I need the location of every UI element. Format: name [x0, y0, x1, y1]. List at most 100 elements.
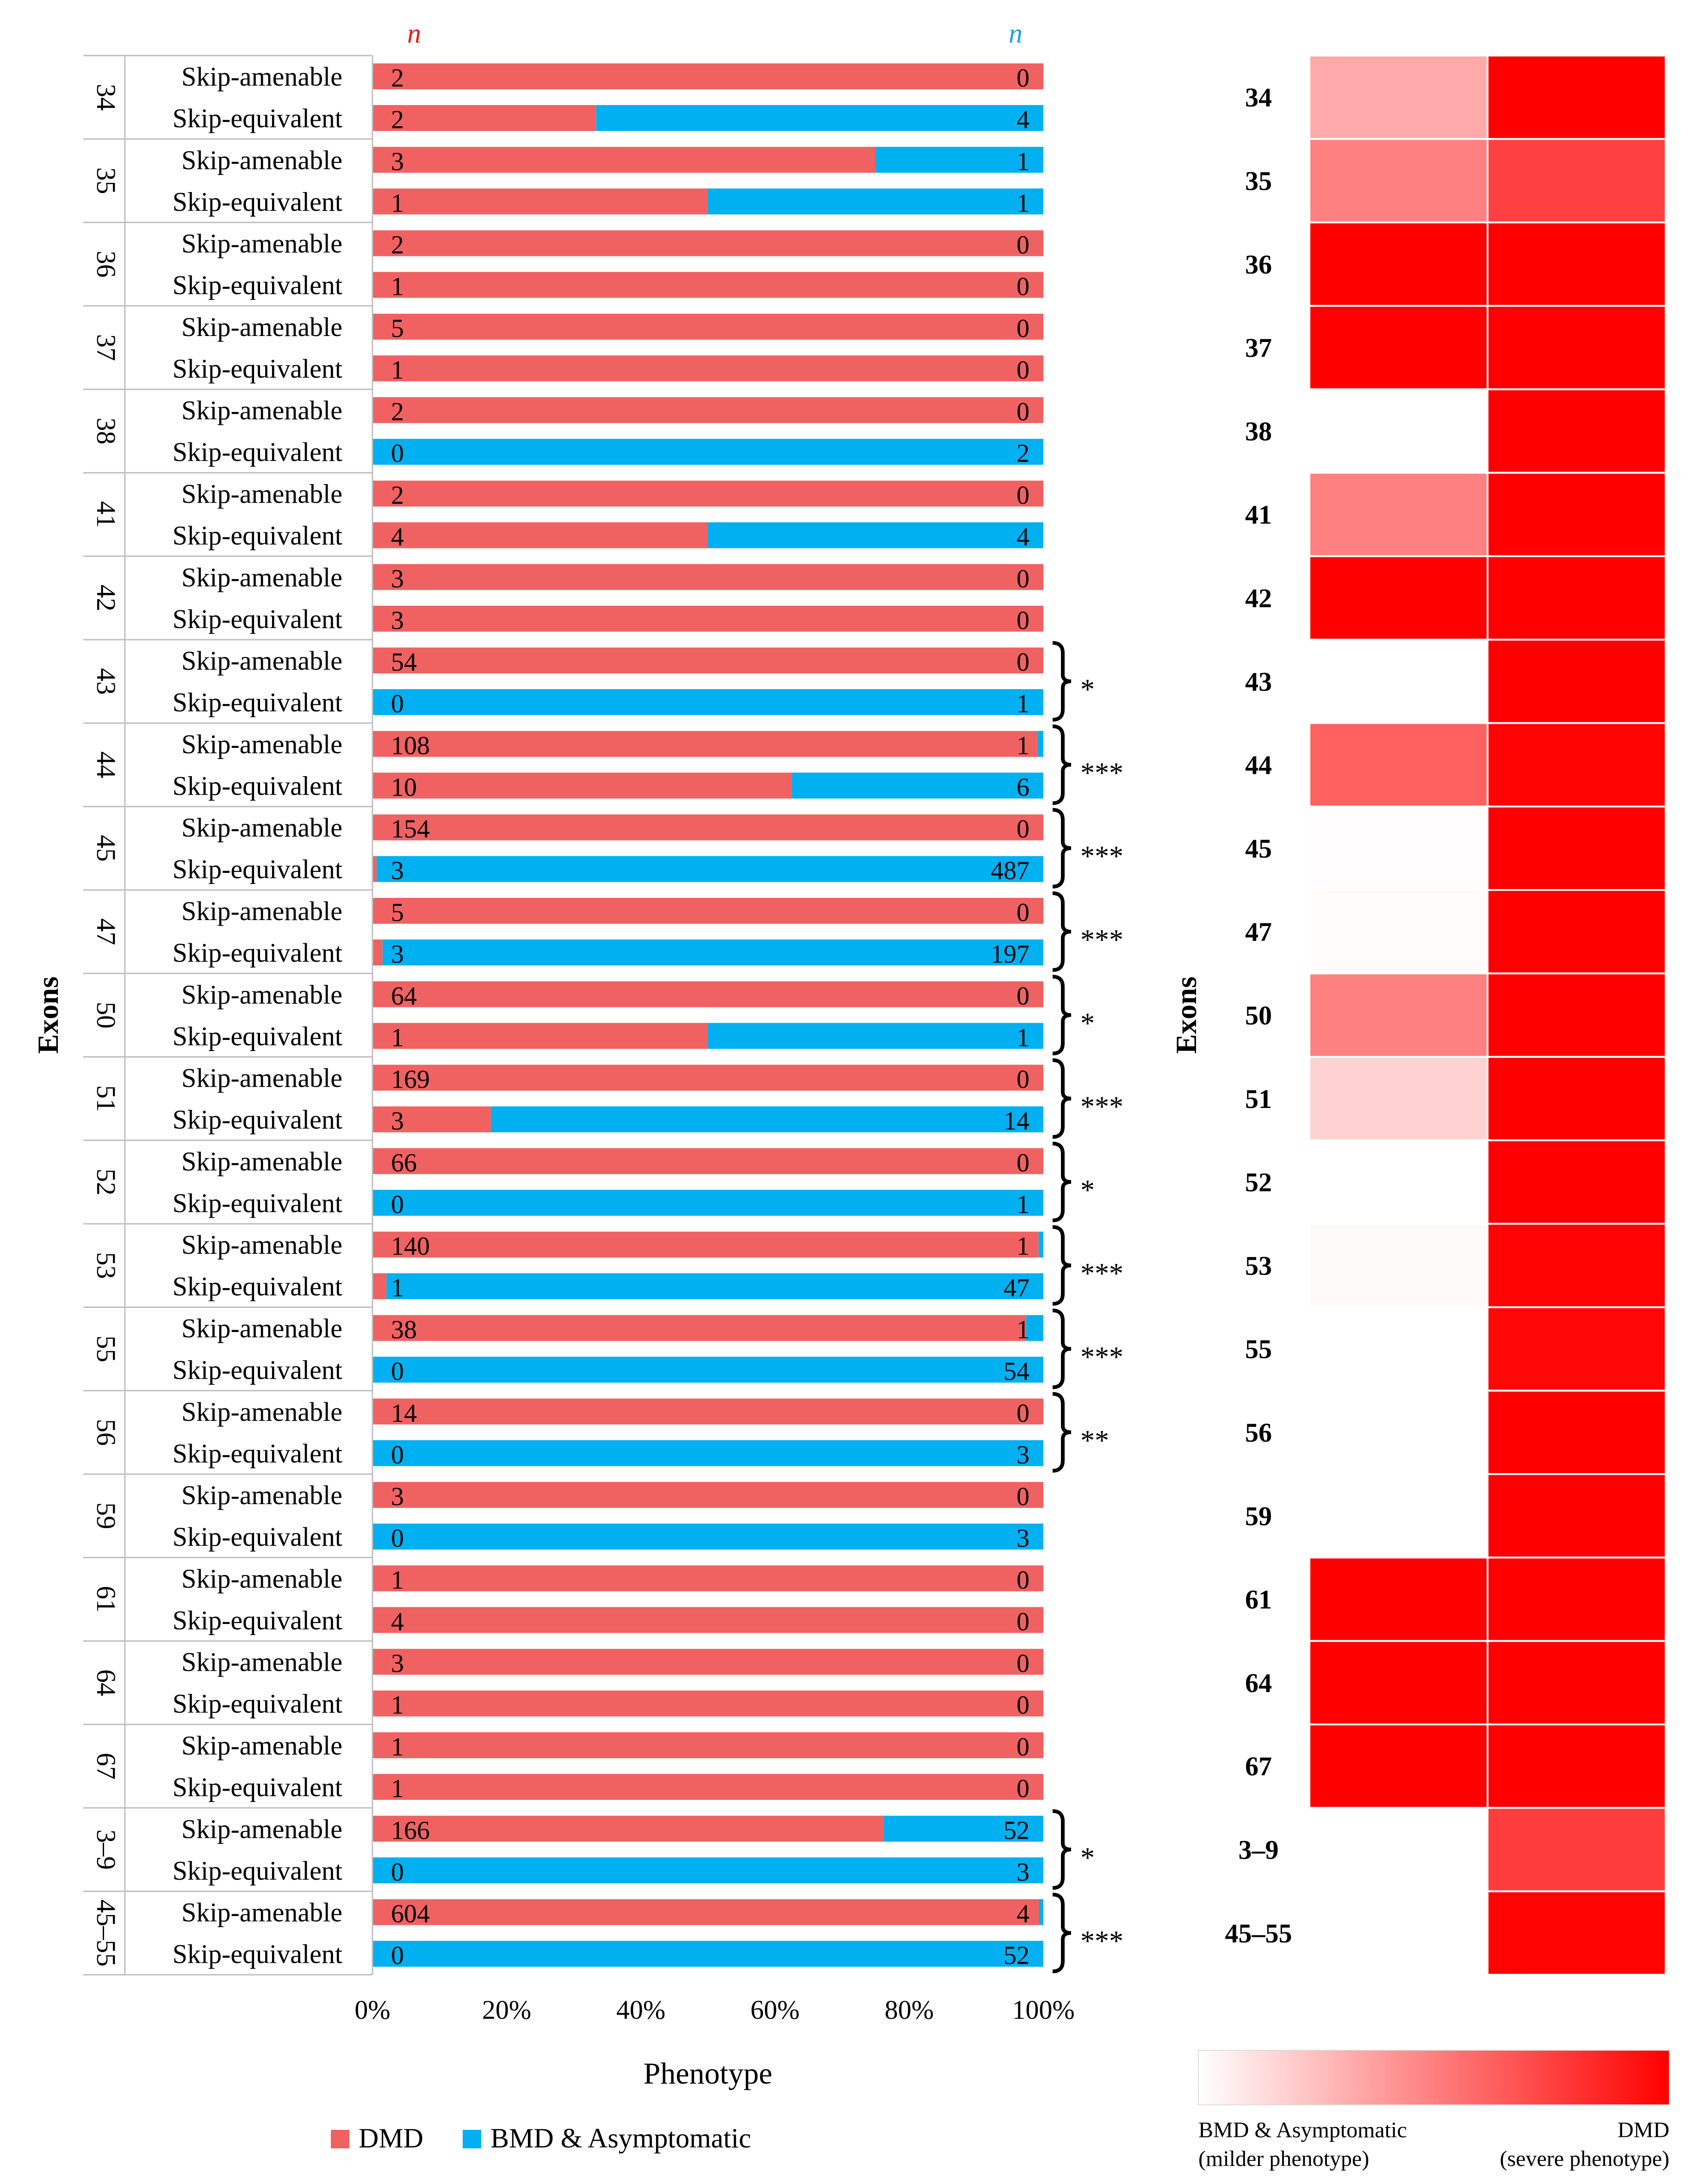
skip-equivalent-label: Skip-equivalent: [173, 1772, 342, 1802]
dmd-count-label: 10: [391, 773, 417, 802]
heatmap-cell: [1487, 889, 1667, 975]
dmd-count-label: 66: [391, 1149, 417, 1177]
bmd-count-label: 0: [1017, 648, 1029, 677]
heatmap-cell: [1487, 388, 1667, 474]
heatmap-cell: [1308, 889, 1488, 975]
bmd-bar: [372, 1941, 1043, 1967]
skip-amenable-label: Skip-amenable: [181, 1898, 342, 1928]
skip-equivalent-label: Skip-equivalent: [173, 1522, 342, 1552]
bmd-count-label: 0: [1017, 398, 1029, 426]
dmd-bar: [372, 1607, 1043, 1633]
dmd-count-label: 0: [391, 1858, 404, 1886]
skip-amenable-label: Skip-amenable: [181, 1063, 342, 1093]
heatmap-row-label: 67: [1245, 1751, 1272, 1781]
heatmap-row-label: 35: [1245, 166, 1272, 196]
bmd-count-label: 197: [991, 940, 1029, 969]
heatmap-cell: [1487, 555, 1667, 641]
heatmap-cell: [1308, 1389, 1488, 1475]
heatmap-cell: [1308, 221, 1488, 307]
dmd-count-label: 0: [391, 1357, 404, 1386]
skip-equivalent-label: Skip-equivalent: [173, 1021, 342, 1051]
significance-brace: [1052, 1141, 1072, 1222]
skip-amenable-label: Skip-amenable: [181, 1313, 342, 1344]
dmd-bar: [372, 355, 1043, 381]
bmd-count-label: 4: [1017, 523, 1029, 552]
exon-label: 42: [91, 585, 121, 611]
skip-amenable-label: Skip-amenable: [181, 479, 342, 509]
skip-equivalent-label: Skip-equivalent: [173, 1689, 342, 1719]
skip-amenable-label: Skip-amenable: [181, 1397, 342, 1427]
exon-label: 38: [91, 417, 121, 444]
bmd-count-label: 0: [1017, 231, 1029, 260]
skip-equivalent-label: Skip-equivalent: [173, 938, 342, 968]
dmd-count-label: 14: [391, 1399, 417, 1428]
heatmap-cell: [1308, 1223, 1488, 1308]
exon-label: 52: [91, 1169, 121, 1195]
exon-label: 50: [91, 1002, 121, 1028]
significance-brace: [1052, 975, 1072, 1056]
dmd-count-label: 54: [391, 648, 417, 677]
dmd-bar: [372, 272, 1043, 298]
significance-marker: *: [1080, 1175, 1095, 1206]
skip-amenable-label: Skip-amenable: [181, 562, 342, 592]
skip-amenable-label: Skip-amenable: [181, 1563, 342, 1593]
dmd-count-label: 3: [391, 565, 404, 593]
colorbar-low-sublabel: (milder phenotype): [1198, 2147, 1369, 2171]
dmd-bar: [372, 1232, 1039, 1258]
exon-label: 51: [91, 1085, 121, 1112]
heatmap-row-label: 64: [1245, 1668, 1272, 1698]
significance-brace: [1052, 724, 1072, 805]
significance-marker: ***: [1080, 924, 1123, 956]
bmd-bar: [792, 772, 1043, 799]
bmd-count-label: 0: [1017, 982, 1029, 1010]
bmd-count-label: 1: [1017, 1232, 1029, 1261]
dmd-count-label: 5: [391, 898, 404, 927]
exon-label: 56: [91, 1419, 121, 1446]
heatmap-cell: [1308, 1139, 1488, 1225]
skip-equivalent-label: Skip-equivalent: [173, 1855, 342, 1885]
significance-marker: *: [1080, 1842, 1095, 1873]
heatmap-row-label: 43: [1245, 666, 1272, 697]
dmd-count-label: 1: [391, 189, 404, 218]
exon-label: 37: [91, 334, 121, 361]
heatmap-row-label: 52: [1245, 1167, 1272, 1197]
heatmap-cell: [1487, 1640, 1667, 1725]
skip-equivalent-label: Skip-equivalent: [173, 854, 342, 884]
bmd-bar: [1039, 1899, 1043, 1925]
bmd-bar: [386, 1273, 1044, 1300]
heatmap-row-label: 36: [1245, 249, 1272, 280]
dmd-bar: [372, 1690, 1043, 1717]
heatmap-cell: [1308, 138, 1488, 224]
skip-equivalent-label: Skip-equivalent: [173, 604, 342, 634]
exon-label: 43: [91, 668, 121, 695]
dmd-bar: [372, 1774, 1043, 1800]
bmd-count-label: 0: [1017, 1774, 1029, 1803]
bmd-bar: [1026, 1315, 1043, 1341]
heatmap-cell: [1308, 305, 1488, 391]
dmd-count-label: 2: [391, 106, 404, 134]
skip-amenable-label: Skip-amenable: [181, 1814, 342, 1844]
heatmap-cell: [1308, 805, 1488, 891]
skip-equivalent-label: Skip-equivalent: [173, 187, 342, 217]
dmd-bar: [372, 1899, 1039, 1925]
dmd-count-label: 2: [391, 231, 404, 260]
bmd-count-label: 0: [1017, 565, 1029, 593]
significance-marker: **: [1080, 1425, 1109, 1456]
bmd-bar: [382, 940, 1043, 965]
dmd-count-label: 2: [391, 398, 404, 426]
dmd-bar: [372, 1398, 1043, 1425]
heatmap-cell: [1487, 1139, 1667, 1225]
bmd-count-label: 1: [1017, 1023, 1029, 1052]
heatmap-row-label: 61: [1245, 1585, 1272, 1615]
exon-label: 67: [91, 1753, 121, 1780]
bmd-bar: [708, 522, 1043, 548]
y-axis-title: Exons: [31, 977, 64, 1054]
dmd-count-label: 154: [391, 815, 430, 844]
significance-brace: [1052, 1392, 1072, 1473]
exon-label: 47: [91, 918, 121, 945]
dmd-count-label: 3: [391, 147, 404, 176]
bmd-count-label: 0: [1017, 1733, 1029, 1761]
bmd-bar: [372, 1440, 1043, 1466]
dmd-bar: [372, 1816, 884, 1842]
